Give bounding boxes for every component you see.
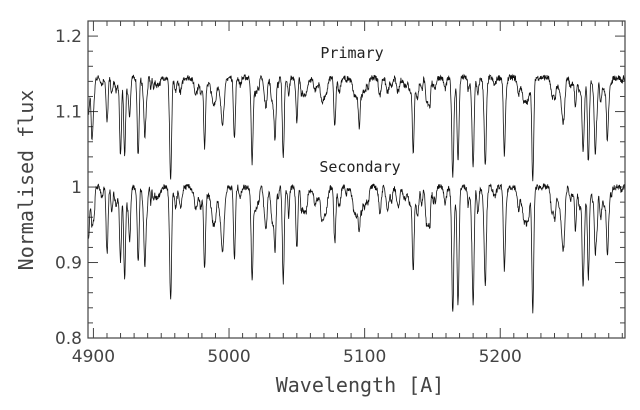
spectrum-line-secondary <box>87 182 626 314</box>
x-tick-label: 5100 <box>343 347 386 367</box>
y-tick-label: 1 <box>71 178 82 198</box>
y-tick-label: 1.2 <box>55 27 82 47</box>
x-tick-label: 5200 <box>479 347 522 367</box>
y-tick-label: 1.1 <box>55 103 82 123</box>
spectrum-line-primary <box>87 73 626 182</box>
y-tick-label: 0.8 <box>55 329 82 349</box>
x-tick-label: 4900 <box>72 347 115 367</box>
series-label-primary: Primary <box>320 44 383 62</box>
x-tick-label: 5000 <box>207 347 250 367</box>
y-axis-label: Normalised flux <box>14 90 38 271</box>
series-label-secondary: Secondary <box>319 158 400 176</box>
plot-frame <box>87 20 626 339</box>
y-tick-label: 0.9 <box>55 254 82 274</box>
x-axis-label: Wavelength [A] <box>276 373 445 397</box>
